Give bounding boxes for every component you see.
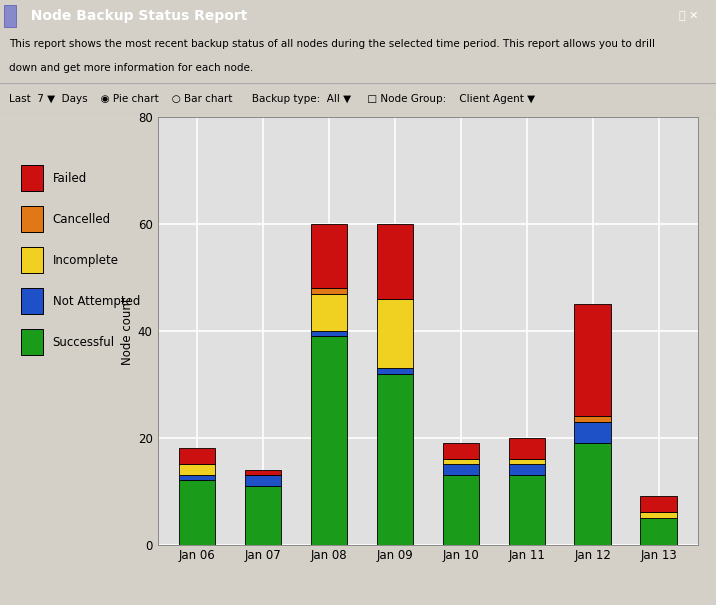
Text: Last  7 ▼  Days    ◉ Pie chart    ○ Bar chart      Backup type:  All ▼     □ Nod: Last 7 ▼ Days ◉ Pie chart ○ Bar chart Ba… <box>9 94 536 103</box>
Text: Incomplete: Incomplete <box>53 253 119 267</box>
Text: Node Backup Status Report: Node Backup Status Report <box>21 8 248 23</box>
Bar <box>311 293 347 331</box>
Bar <box>508 459 545 465</box>
Text: Not Attempted: Not Attempted <box>53 295 140 307</box>
Bar <box>21 329 43 355</box>
Bar <box>442 465 479 475</box>
Text: Cancelled: Cancelled <box>53 212 111 226</box>
Bar <box>574 304 611 416</box>
Bar <box>245 475 281 486</box>
Bar <box>442 475 479 544</box>
Bar <box>377 374 413 544</box>
Bar <box>311 336 347 544</box>
Bar <box>508 475 545 544</box>
Bar <box>508 438 545 459</box>
Text: Failed: Failed <box>53 172 87 185</box>
Bar <box>442 459 479 465</box>
Bar <box>179 448 216 465</box>
Bar <box>640 497 677 512</box>
Bar <box>179 475 216 480</box>
Text: down and get more information for each node.: down and get more information for each n… <box>9 64 253 73</box>
Bar <box>574 416 611 422</box>
Text: This report shows the most recent backup status of all nodes during the selected: This report shows the most recent backup… <box>9 39 655 49</box>
Bar <box>21 247 43 273</box>
Bar <box>21 165 43 191</box>
Bar <box>311 224 347 288</box>
Y-axis label: Node count: Node count <box>120 297 134 365</box>
Bar <box>311 288 347 293</box>
Bar <box>574 443 611 544</box>
Bar <box>245 486 281 544</box>
Bar <box>640 512 677 518</box>
Bar <box>442 443 479 459</box>
Bar <box>21 288 43 315</box>
Bar <box>245 469 281 475</box>
Bar <box>179 465 216 475</box>
Text: Successful: Successful <box>53 336 115 348</box>
Bar <box>377 368 413 374</box>
Text: ⤢ ✕: ⤢ ✕ <box>679 11 698 21</box>
Bar <box>4 5 16 27</box>
Bar <box>377 224 413 299</box>
Bar <box>377 299 413 368</box>
Bar <box>640 518 677 544</box>
Bar <box>508 465 545 475</box>
Bar <box>21 206 43 232</box>
Bar <box>179 480 216 544</box>
Bar <box>311 331 347 336</box>
Bar <box>574 422 611 443</box>
